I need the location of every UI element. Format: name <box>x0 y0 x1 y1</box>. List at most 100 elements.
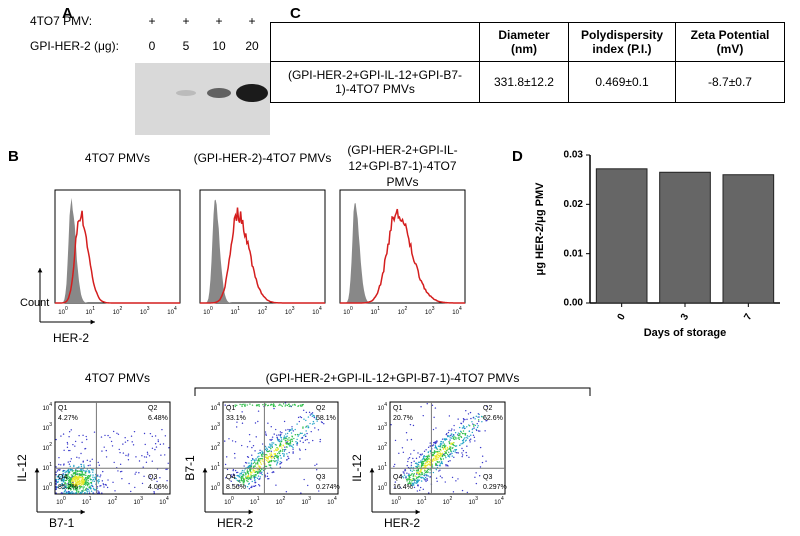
event-dot <box>425 474 427 476</box>
event-dot <box>417 470 420 472</box>
event-dot <box>143 475 145 478</box>
tick-label: 104 <box>327 496 337 505</box>
event-dot <box>279 403 281 406</box>
event-dot <box>273 407 275 410</box>
event-dot <box>409 476 411 479</box>
tick-base: 10 <box>203 310 210 316</box>
event-dot <box>87 475 89 477</box>
event-dot <box>102 483 104 485</box>
event-dot <box>439 448 442 451</box>
event-dot <box>416 480 418 482</box>
event-dot <box>246 475 248 478</box>
tick-label: 101 <box>250 496 260 505</box>
event-dot <box>281 447 283 449</box>
blot-band <box>207 88 231 98</box>
quadrant-percent: 6.48% <box>148 415 168 422</box>
tick-exponent: 0 <box>210 306 213 312</box>
event-dot <box>274 453 277 456</box>
event-dot <box>250 477 253 479</box>
event-dot <box>292 448 294 450</box>
tick-label: 103 <box>469 496 479 505</box>
event-dot <box>280 461 283 464</box>
event-dot <box>61 484 63 486</box>
event-dot <box>271 446 274 449</box>
event-dot <box>82 434 84 437</box>
event-dot <box>394 439 397 442</box>
event-dot <box>270 460 272 463</box>
event-dot <box>394 463 396 466</box>
tick-label: 103 <box>134 496 144 505</box>
event-dot <box>276 461 279 463</box>
tick-label: 100 <box>203 306 213 315</box>
event-dot <box>294 428 296 431</box>
event-dot <box>87 477 90 479</box>
event-dot <box>444 448 447 450</box>
event-dot <box>410 482 412 484</box>
event-dot <box>69 465 71 468</box>
event-dot <box>101 450 103 452</box>
event-dot <box>243 470 245 472</box>
event-dot <box>458 444 461 447</box>
event-dot <box>477 416 479 418</box>
event-dot <box>439 469 441 471</box>
event-dot <box>246 471 249 474</box>
quadrant-percent: 4.27% <box>58 415 78 422</box>
event-dot <box>455 437 457 439</box>
event-dot <box>418 456 421 458</box>
event-dot <box>416 473 418 475</box>
event-dot <box>435 477 438 479</box>
event-dot <box>70 492 73 494</box>
event-dot <box>242 403 244 406</box>
table-cell: (GPI-HER-2+GPI-IL-12+GPI-B7-1)-4TO7 PMVs <box>270 61 480 103</box>
event-dot <box>243 474 245 476</box>
event-dot <box>441 477 443 479</box>
event-dot <box>78 486 80 488</box>
event-dot <box>279 431 282 433</box>
event-dot <box>441 460 443 463</box>
event-dot <box>415 465 417 468</box>
event-dot <box>470 417 472 420</box>
event-dot <box>77 473 79 475</box>
event-dot <box>68 470 70 473</box>
arrow-head <box>90 319 95 325</box>
event-dot <box>408 457 411 459</box>
event-dot <box>238 475 240 478</box>
event-dot <box>474 424 477 427</box>
event-dot <box>472 417 475 419</box>
event-dot <box>248 462 250 464</box>
event-dot <box>98 480 100 483</box>
event-dot <box>80 469 83 472</box>
y-axis-label: μg HER-2/μg PMV <box>534 182 546 276</box>
event-dot <box>402 471 404 473</box>
event-dot <box>61 476 64 478</box>
event-dot <box>265 456 267 459</box>
event-dot <box>281 450 283 452</box>
event-dot <box>423 458 426 461</box>
event-dot <box>280 445 282 448</box>
event-dot <box>280 437 283 439</box>
event-dot <box>89 478 91 480</box>
event-dot <box>72 492 74 494</box>
tick-exponent: 4 <box>217 402 220 408</box>
event-dot <box>269 444 271 446</box>
event-dot <box>71 485 73 487</box>
event-dot <box>448 441 450 443</box>
event-dot <box>66 484 68 486</box>
y-tick-label: 0.01 <box>564 248 584 259</box>
event-dot <box>459 430 462 433</box>
event-dot <box>477 430 480 432</box>
event-dot <box>107 479 109 481</box>
tick-exponent: 1 <box>89 496 92 502</box>
event-dot <box>257 452 259 455</box>
tick-exponent: 4 <box>334 496 337 502</box>
event-dot <box>294 404 296 406</box>
y-axis-label: B7-1 <box>183 455 197 481</box>
event-dot <box>440 459 442 461</box>
event-dot <box>311 415 314 417</box>
event-dot <box>413 469 415 472</box>
event-dot <box>67 477 70 480</box>
event-dot <box>269 464 272 467</box>
event-dot <box>56 481 58 484</box>
event-dot <box>291 426 293 428</box>
event-dot <box>417 480 419 483</box>
